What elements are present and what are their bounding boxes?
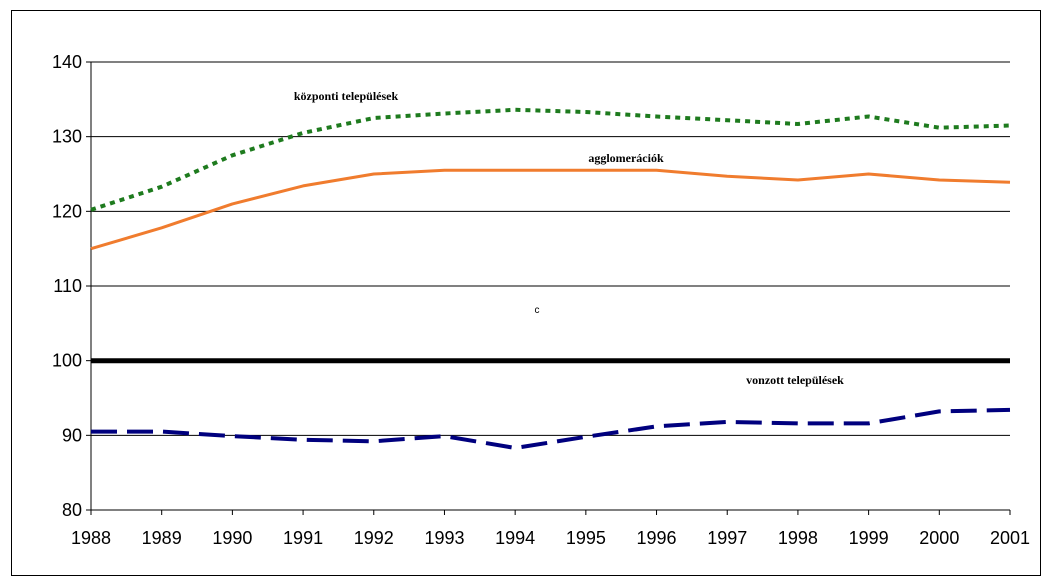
x-tick-label: 1999 [849,528,889,548]
x-tick-label: 2001 [990,528,1030,548]
y-tick-label: 140 [52,52,82,72]
x-tick-label: 1995 [566,528,606,548]
x-tick-label: 1991 [283,528,323,548]
series-label-4: vonzott települések [746,373,844,387]
annotation-text: c [535,305,540,316]
series-line-4 [91,407,1011,450]
x-tick-label: 1998 [778,528,818,548]
x-tick-label: 2000 [919,528,959,548]
y-tick-label: 100 [52,351,82,371]
x-tick-label: 1993 [424,528,464,548]
x-tick-label: 1988 [71,528,111,548]
y-tick-label: 80 [62,500,82,520]
series-line-2 [90,168,1011,251]
x-tick-label: 1989 [142,528,182,548]
y-tick-label: 130 [52,127,82,147]
x-tick-label: 1990 [212,528,252,548]
x-tick-label: 1994 [495,528,535,548]
x-tick-label: 1997 [707,528,747,548]
y-tick-label: 90 [62,425,82,445]
series-label-1: központi települések [294,89,399,103]
x-tick-label: 1996 [637,528,677,548]
x-tick-label: 1992 [354,528,394,548]
y-tick-label: 110 [53,276,82,296]
series-label-2: agglomerációk [588,151,664,165]
y-tick-label: 120 [52,201,82,221]
series-line-1 [90,107,1011,212]
